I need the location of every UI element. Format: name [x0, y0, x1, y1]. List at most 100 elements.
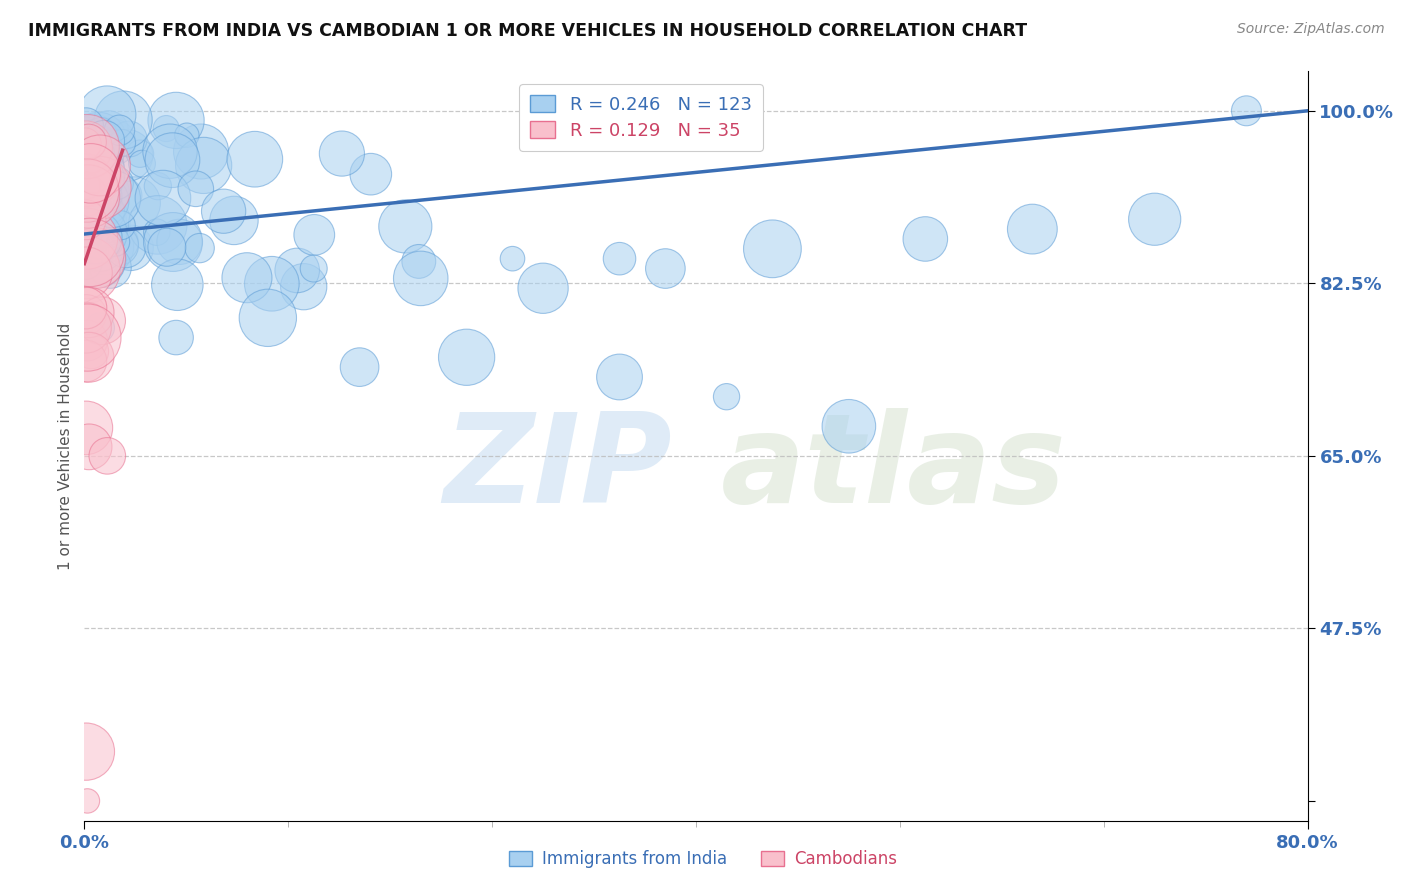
- Point: [115, 148, 138, 162]
- Point: [112, 113, 135, 128]
- Point: [75, 266, 97, 280]
- Point: [76, 139, 98, 153]
- Point: [91, 212, 114, 227]
- Point: [93, 158, 115, 172]
- Point: [96, 138, 118, 153]
- Point: [75, 320, 97, 334]
- Point: [609, 370, 631, 384]
- Point: [292, 279, 315, 293]
- Point: [75, 301, 97, 315]
- Point: [76, 128, 98, 143]
- Point: [193, 158, 215, 172]
- Point: [84, 251, 107, 265]
- Point: [165, 113, 187, 128]
- Point: [260, 277, 283, 291]
- Point: [87, 166, 110, 180]
- Point: [94, 214, 117, 228]
- Point: [93, 134, 115, 148]
- Point: [152, 191, 174, 205]
- Y-axis label: 1 or more Vehicles in Household: 1 or more Vehicles in Household: [58, 322, 73, 570]
- Point: [502, 252, 524, 266]
- Text: atlas: atlas: [720, 408, 1066, 529]
- Point: [176, 128, 198, 143]
- Point: [360, 167, 382, 181]
- Point: [75, 745, 97, 759]
- Point: [761, 242, 783, 256]
- Point: [184, 182, 207, 196]
- Point: [76, 263, 98, 277]
- Point: [94, 205, 117, 219]
- Legend: R = 0.246   N = 123, R = 0.129   N = 35: R = 0.246 N = 123, R = 0.129 N = 35: [519, 84, 762, 151]
- Point: [349, 360, 371, 375]
- Point: [77, 135, 100, 149]
- Point: [105, 176, 128, 190]
- Point: [96, 449, 118, 463]
- Point: [83, 211, 105, 225]
- Point: [409, 271, 432, 285]
- Point: [104, 235, 127, 249]
- Point: [91, 138, 114, 153]
- Point: [114, 241, 136, 255]
- Point: [76, 207, 98, 221]
- Point: [75, 421, 97, 435]
- Point: [80, 344, 103, 359]
- Point: [82, 169, 104, 183]
- Point: [83, 195, 105, 210]
- Point: [76, 232, 98, 246]
- Point: [98, 260, 121, 275]
- Point: [190, 145, 212, 159]
- Point: [304, 227, 326, 242]
- Point: [76, 334, 98, 348]
- Point: [408, 254, 430, 268]
- Point: [146, 179, 169, 194]
- Point: [77, 351, 100, 365]
- Point: [236, 270, 259, 285]
- Point: [90, 170, 112, 185]
- Point: [118, 132, 141, 146]
- Point: [89, 158, 111, 172]
- Point: [112, 188, 135, 202]
- Point: [76, 308, 98, 322]
- Point: [1021, 222, 1043, 236]
- Point: [146, 225, 169, 239]
- Point: [76, 178, 98, 193]
- Point: [75, 136, 97, 151]
- Point: [162, 235, 184, 249]
- Point: [84, 230, 107, 244]
- Point: [101, 192, 124, 206]
- Point: [76, 178, 98, 192]
- Point: [838, 419, 860, 434]
- Point: [110, 219, 132, 233]
- Point: [87, 167, 110, 181]
- Point: [716, 390, 738, 404]
- Point: [80, 166, 103, 180]
- Point: [75, 118, 97, 132]
- Point: [156, 240, 179, 254]
- Point: [122, 196, 145, 211]
- Point: [89, 181, 111, 195]
- Point: [165, 330, 187, 344]
- Point: [166, 277, 188, 292]
- Point: [131, 156, 153, 170]
- Point: [80, 189, 103, 203]
- Point: [75, 173, 97, 187]
- Point: [162, 153, 184, 168]
- Point: [129, 146, 152, 161]
- Point: [91, 131, 114, 145]
- Point: [87, 191, 110, 205]
- Point: [169, 235, 191, 249]
- Point: [111, 136, 134, 150]
- Point: [155, 121, 177, 136]
- Point: [86, 252, 108, 267]
- Point: [107, 238, 129, 252]
- Point: [914, 232, 936, 246]
- Point: [77, 168, 100, 182]
- Point: [654, 261, 676, 276]
- Point: [330, 146, 353, 161]
- Point: [90, 314, 112, 328]
- Point: [302, 261, 325, 276]
- Point: [94, 240, 117, 254]
- Point: [84, 142, 107, 156]
- Point: [76, 794, 98, 808]
- Point: [75, 354, 97, 368]
